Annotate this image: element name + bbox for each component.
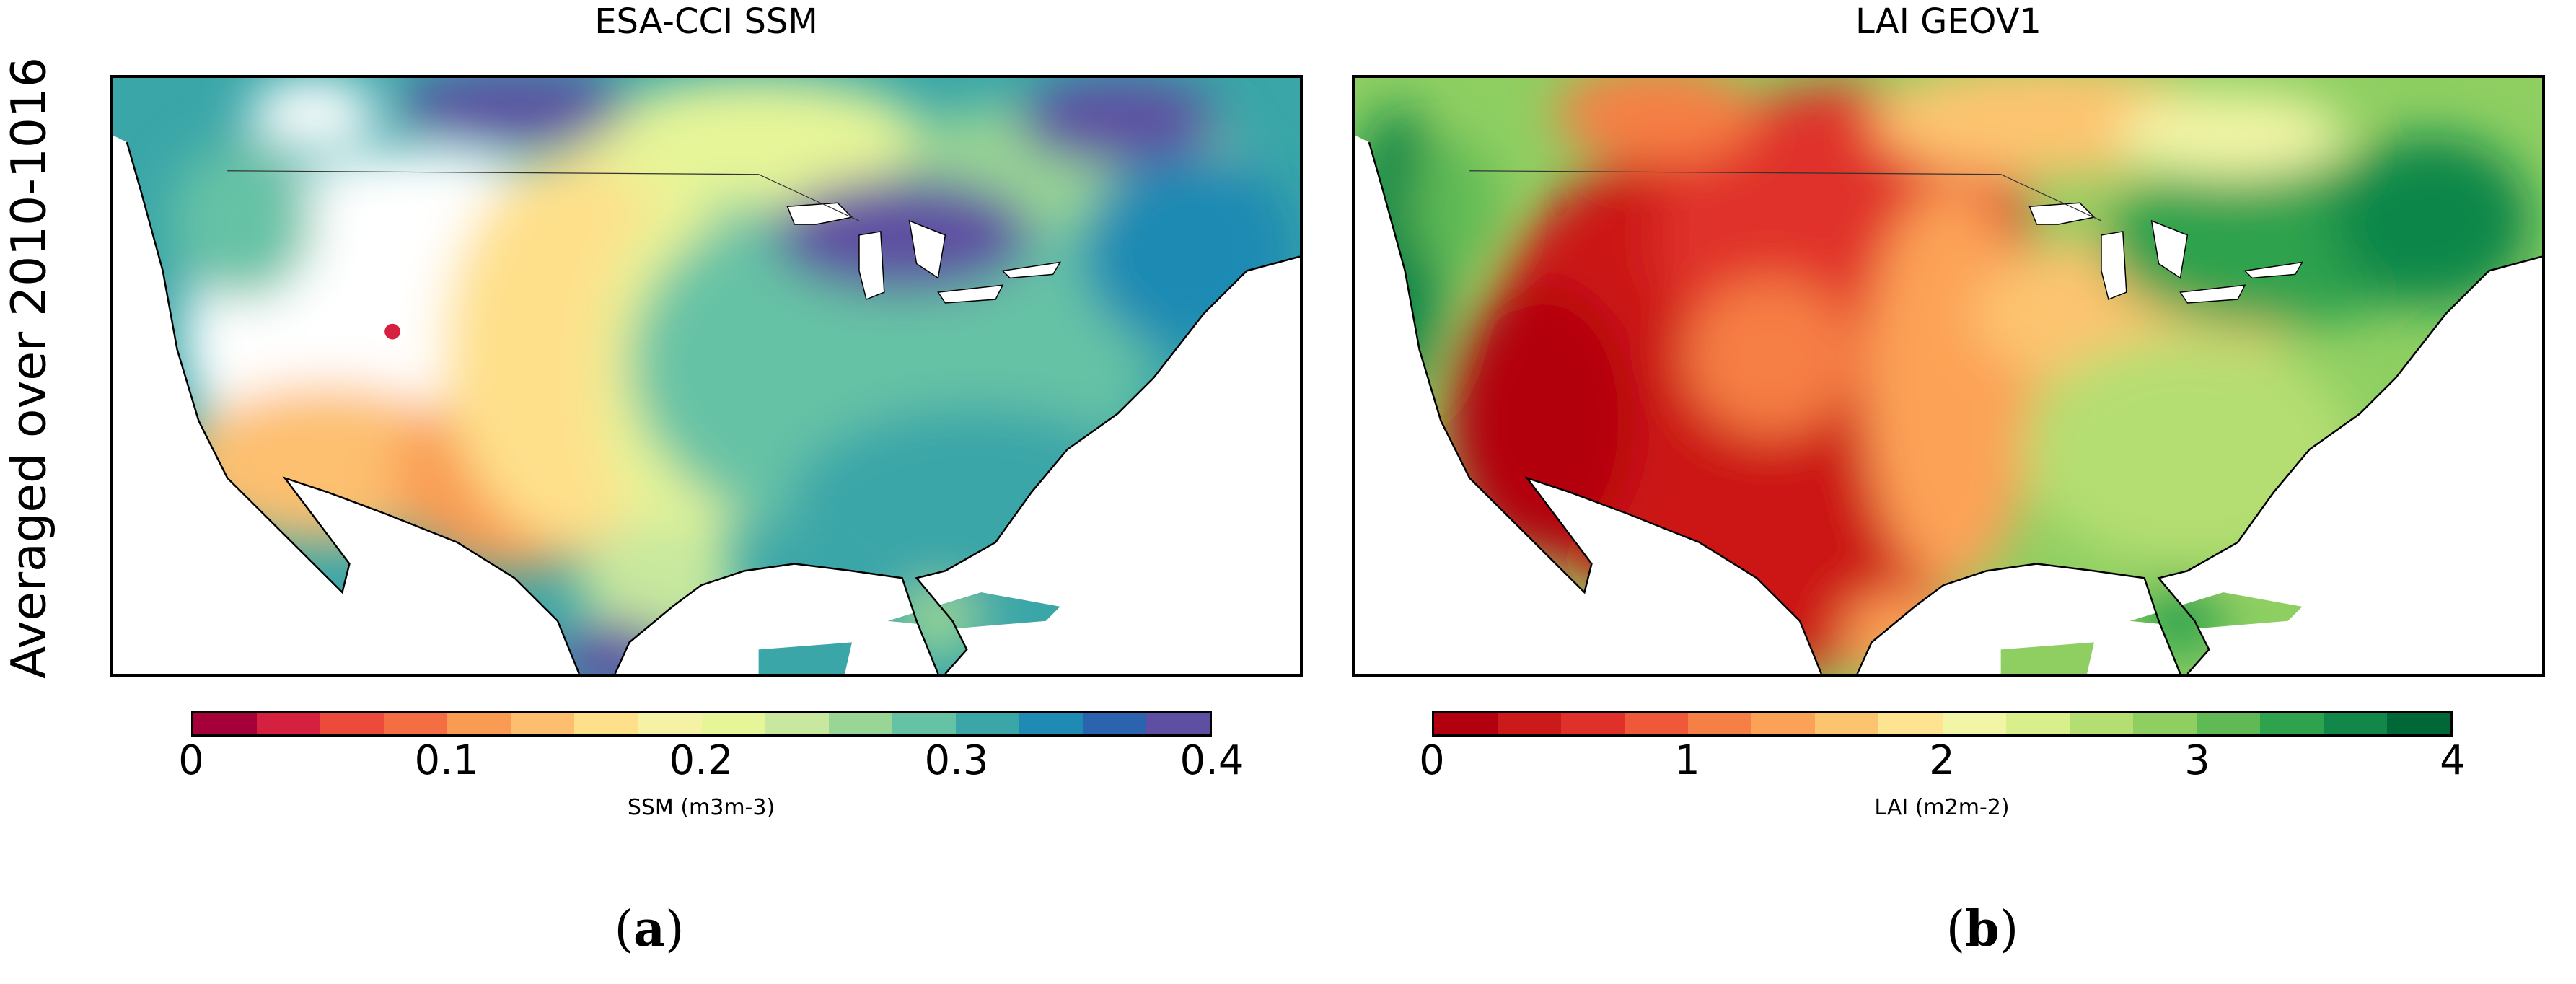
panel-a-colorbar-bin [320,713,384,734]
panel-a-colorbar-bin [384,713,448,734]
panel-b-colorbar-bin [2069,713,2133,734]
panel-b-colorbar-bin [1878,713,1943,734]
panel-b-colorbar-bin [2196,713,2260,734]
panel-a-colorbar-bin [892,713,956,734]
panel-a-colorbar-bin [828,713,892,734]
panel-a-colorbar-bin [257,713,321,734]
panel-a-colorbar-bin [1019,713,1083,734]
panel-a-tick-label: 0.2 [669,737,734,784]
panel-b-colorbar-bin [2259,713,2324,734]
panel-a-caption: (a) [614,900,684,958]
panel-a-title: ESA-CCI SSM [594,1,818,42]
panel-b-colorbar-bin [2132,713,2197,734]
panel-b-colorbar-bin [2323,713,2387,734]
panel-b-colorbar-bin [1751,713,1816,734]
panel-a-colorbar-bin [1082,713,1146,734]
panel-b-title: LAI GEOV1 [1855,1,2041,42]
panel-a-colorbar-label: SSM (m3m-3) [627,795,775,820]
panel-a-tick-label: 0.1 [414,737,479,784]
panel-b-colorbar-bin [2386,713,2450,734]
panel-a-colorbar-bin [955,713,1019,734]
panel-a-colorbar-bin [193,713,258,734]
panel-a-colorbar-bin [765,713,829,734]
y-axis-label: Averaged over 2010-1016 [0,14,58,721]
panel-b-caption-close: ) [1999,901,2019,958]
panel-b-tick-label: 1 [1674,737,1700,784]
panel-b-colorbar-bin [1942,713,2006,734]
panel-b-colorbar-bin [1498,713,1562,734]
panel-b-caption: (b) [1946,900,2019,958]
panel-b-colorbar [1432,711,2453,737]
panel-a-colorbar-bin [511,713,575,734]
panel-a-tick-label: 0.4 [1179,737,1244,784]
panel-a-colorbar [191,711,1212,737]
panel-a-colorbar-bin [701,713,765,734]
panel-b-caption-open: ( [1946,901,1966,958]
panel-b-colorbar-bin [1625,713,1689,734]
panel-b-tick-label: 4 [2440,737,2466,784]
panel-b-tick-label: 3 [2184,737,2210,784]
panel-b-caption-letter: b [1965,900,2000,958]
panel-b-colorbar-bin [1688,713,1752,734]
panel-a-colorbar-bin [447,713,511,734]
panel-b-tick-label: 0 [1419,737,1445,784]
panel-a-colorbar-bin [638,713,702,734]
panel-b-tick-label: 2 [1929,737,1955,784]
panel-a-caption-open: ( [614,901,633,958]
panel-b-map [1352,75,2545,677]
panel-a-colorbar-bin [574,713,638,734]
panel-b-colorbar-bin [1561,713,1625,734]
panel-b-colorbar-label: LAI (m2m-2) [1874,795,2010,820]
panel-a-colorbar-bin [1146,713,1210,734]
panel-b-colorbar-bin [1815,713,1879,734]
panel-a-map [110,75,1303,677]
panel-b-colorbar-bin [2005,713,2070,734]
panel-a-tick-label: 0 [178,737,204,784]
panel-a-tick-label: 0.3 [924,737,989,784]
panel-b-colorbar-bin [1434,713,1498,734]
y-axis-label-text: Averaged over 2010-1016 [1,57,57,679]
panel-a-caption-letter: a [633,900,666,958]
panel-a-caption-close: ) [665,901,685,958]
